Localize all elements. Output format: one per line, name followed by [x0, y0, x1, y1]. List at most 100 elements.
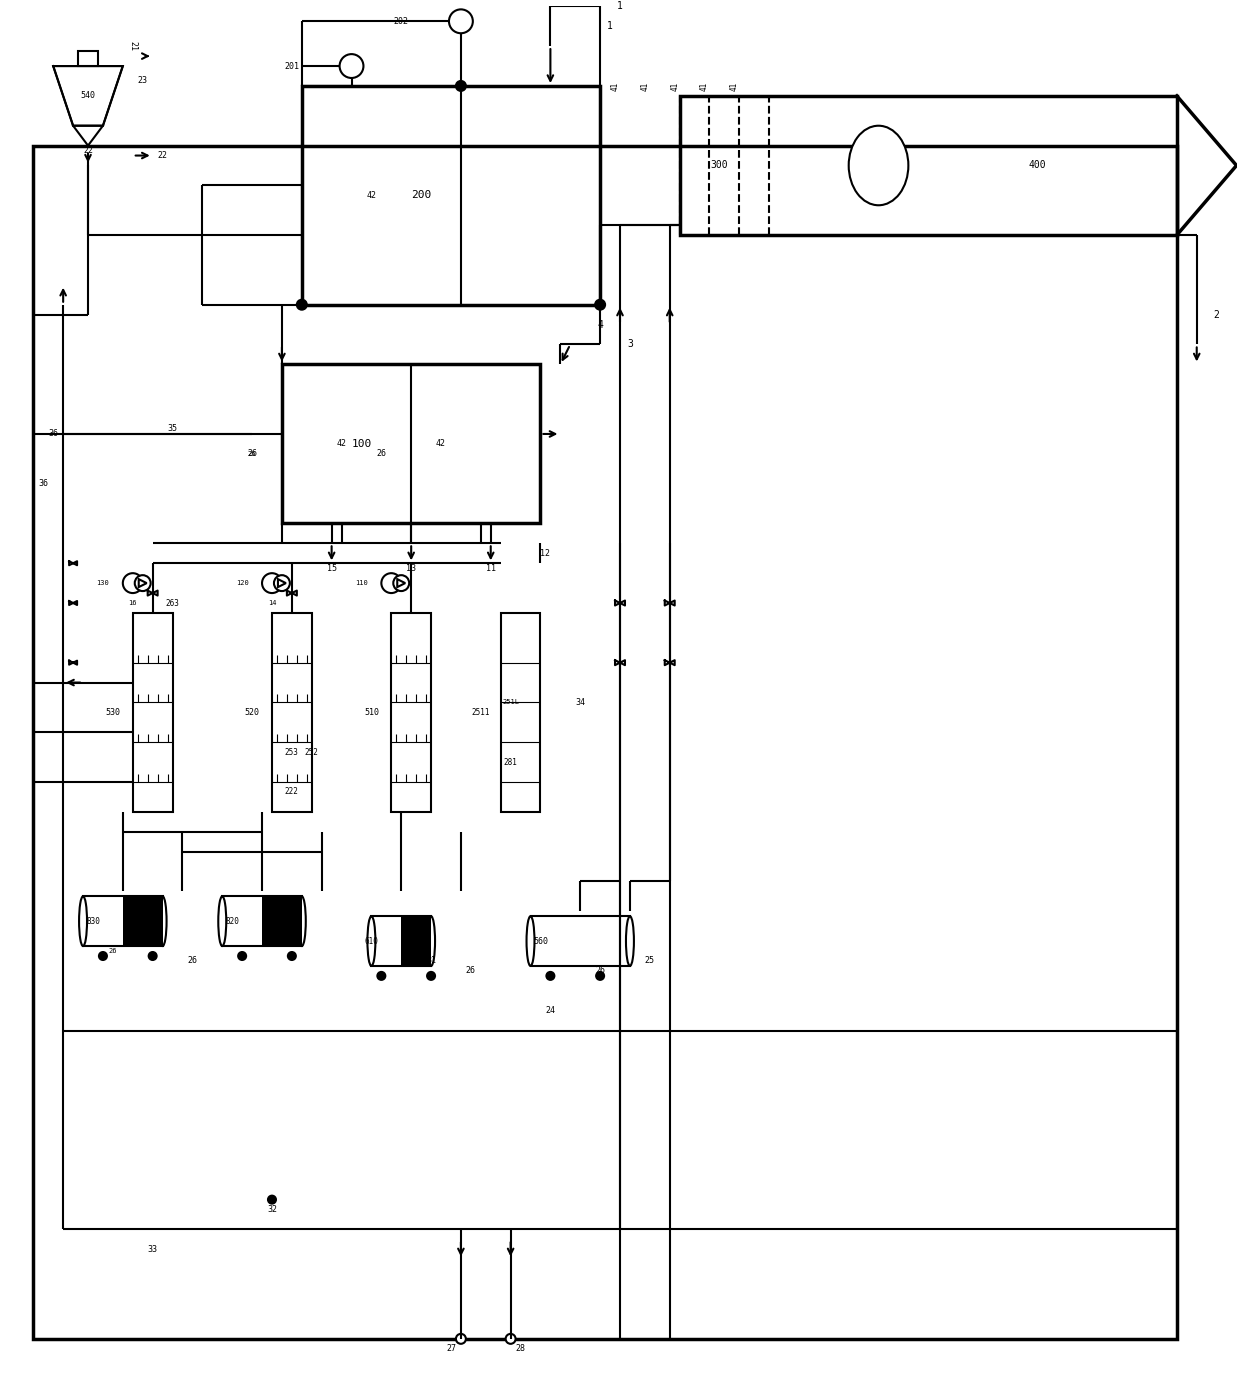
Text: 42: 42	[436, 439, 446, 449]
Text: 40: 40	[138, 916, 148, 926]
Text: 100: 100	[351, 439, 372, 449]
Text: 14: 14	[268, 600, 277, 606]
Text: 222: 222	[285, 788, 299, 796]
Bar	[301, 86, 600, 305]
Text: 16: 16	[129, 600, 136, 606]
Text: 530: 530	[105, 708, 120, 716]
Ellipse shape	[427, 916, 435, 966]
Text: 41: 41	[640, 81, 650, 91]
Text: 23: 23	[138, 76, 148, 86]
Text: 41: 41	[610, 81, 620, 91]
Text: 36: 36	[48, 429, 58, 439]
Text: 2: 2	[1214, 309, 1220, 320]
Ellipse shape	[298, 897, 306, 947]
Text: 26: 26	[248, 451, 257, 457]
Ellipse shape	[848, 126, 909, 206]
Text: 41: 41	[730, 81, 739, 91]
Text: 34: 34	[575, 698, 585, 707]
Text: 12: 12	[541, 549, 551, 558]
Bar	[222, 897, 301, 947]
Text: 400: 400	[1029, 160, 1047, 171]
Circle shape	[99, 952, 107, 960]
Text: 27: 27	[446, 1344, 456, 1354]
Text: 22: 22	[157, 150, 167, 160]
Bar	[372, 916, 432, 966]
Text: 26: 26	[187, 956, 197, 966]
Ellipse shape	[79, 897, 87, 947]
Circle shape	[595, 299, 605, 309]
Circle shape	[377, 972, 386, 980]
Text: 2511: 2511	[471, 708, 490, 716]
Circle shape	[506, 1334, 516, 1344]
Text: 830: 830	[86, 916, 100, 926]
Text: 110: 110	[355, 580, 368, 586]
Text: 26: 26	[466, 966, 476, 976]
Bar	[680, 95, 1177, 235]
Text: 540: 540	[81, 91, 95, 101]
Text: 21: 21	[128, 41, 138, 51]
Circle shape	[123, 573, 143, 593]
Bar	[133, 613, 172, 811]
Text: 42: 42	[366, 190, 377, 200]
Text: 42: 42	[336, 439, 346, 449]
Circle shape	[238, 952, 246, 960]
Circle shape	[149, 952, 156, 960]
Text: 11: 11	[486, 563, 496, 573]
Circle shape	[382, 573, 402, 593]
Text: 31: 31	[427, 956, 436, 966]
Ellipse shape	[527, 916, 534, 966]
Circle shape	[427, 972, 435, 980]
Text: 40: 40	[278, 916, 286, 926]
Text: 510: 510	[363, 708, 379, 716]
Text: 251L: 251L	[502, 700, 520, 705]
Text: 253: 253	[285, 748, 299, 756]
Bar	[402, 916, 432, 966]
Text: 15: 15	[326, 563, 336, 573]
Bar	[272, 613, 311, 811]
Text: 560: 560	[533, 937, 548, 945]
Text: 3: 3	[627, 339, 632, 349]
Text: 41: 41	[670, 81, 680, 91]
Bar	[78, 51, 98, 66]
Text: 28: 28	[516, 1344, 526, 1354]
Text: 25: 25	[645, 956, 655, 966]
Text: 201: 201	[284, 62, 299, 70]
Text: 26: 26	[247, 450, 257, 458]
Text: 36: 36	[38, 479, 48, 489]
Text: 33: 33	[148, 1245, 157, 1254]
Bar	[501, 613, 541, 811]
Text: 35: 35	[167, 425, 177, 433]
Text: 202: 202	[394, 17, 409, 26]
Circle shape	[596, 972, 604, 980]
Text: 26: 26	[109, 948, 117, 954]
Bar	[33, 146, 1177, 1339]
Text: 4: 4	[598, 320, 603, 330]
Ellipse shape	[159, 897, 166, 947]
Text: 24: 24	[546, 1006, 556, 1016]
Circle shape	[268, 1195, 277, 1203]
Circle shape	[288, 952, 296, 960]
Text: 32: 32	[267, 1205, 277, 1214]
Circle shape	[456, 1334, 466, 1344]
Circle shape	[135, 575, 151, 591]
Bar	[262, 897, 301, 947]
Bar	[281, 364, 541, 523]
Circle shape	[456, 81, 466, 91]
Text: 1: 1	[608, 21, 613, 32]
Text: 13: 13	[407, 563, 417, 573]
Ellipse shape	[218, 897, 226, 947]
Text: 200: 200	[410, 190, 432, 200]
Text: 40: 40	[417, 937, 425, 945]
Polygon shape	[53, 66, 123, 126]
Circle shape	[274, 575, 290, 591]
Circle shape	[449, 10, 472, 33]
Text: 820: 820	[226, 916, 239, 926]
Ellipse shape	[367, 916, 376, 966]
Text: 130: 130	[97, 580, 109, 586]
Text: 120: 120	[236, 580, 248, 586]
Text: 41: 41	[701, 81, 709, 91]
Circle shape	[547, 972, 554, 980]
Text: 610: 610	[365, 937, 378, 945]
Text: 520: 520	[244, 708, 259, 716]
Circle shape	[340, 54, 363, 79]
